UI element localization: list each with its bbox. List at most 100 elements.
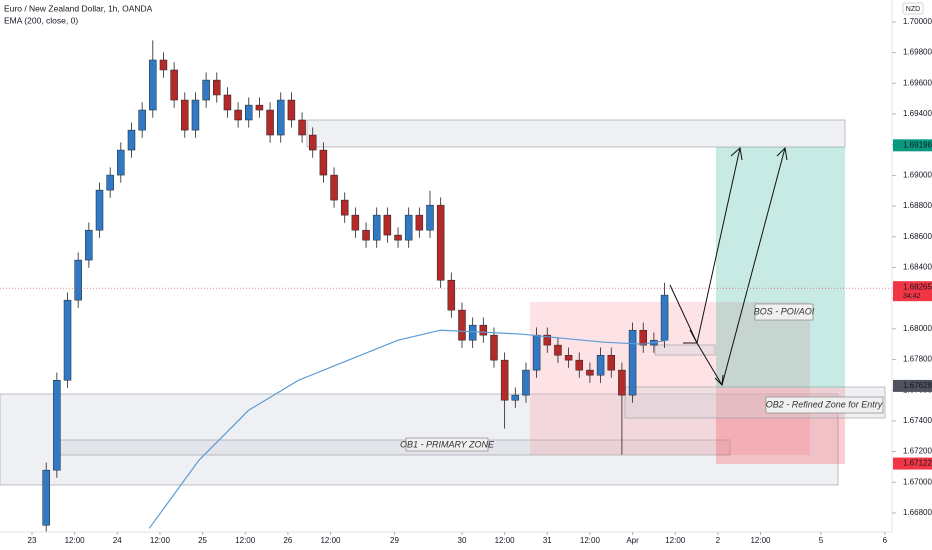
candle-body xyxy=(436,204,445,281)
candle-body xyxy=(543,334,552,346)
x-tick-label: 2 xyxy=(716,536,721,545)
x-tick-label: Apr xyxy=(626,536,639,545)
x-tick-label: 24 xyxy=(113,536,122,545)
candle-body xyxy=(500,359,509,401)
candle-body xyxy=(639,329,647,346)
candle-body xyxy=(522,369,530,396)
candle-body xyxy=(362,229,370,241)
candle-body xyxy=(191,99,200,131)
drawings xyxy=(0,119,886,486)
candle-body xyxy=(351,214,360,231)
currency[interactable]: NZD xyxy=(906,6,920,13)
y-tick-label: 1.67800 xyxy=(903,355,932,364)
candle-body xyxy=(127,129,136,151)
candle-body xyxy=(319,149,328,176)
candle-body xyxy=(53,379,61,471)
ema-line xyxy=(148,329,669,529)
candle-body xyxy=(213,79,221,96)
candle-body xyxy=(74,259,82,301)
candle-body xyxy=(287,99,296,121)
bos-box xyxy=(754,303,814,321)
x-tick-label: 30 xyxy=(458,536,467,545)
small-zone xyxy=(654,344,716,356)
supply-zone xyxy=(306,119,846,148)
arrow-head xyxy=(776,146,788,161)
y-tick-label: 1.68000 xyxy=(903,324,932,333)
ob2-box xyxy=(765,396,884,414)
candle-body xyxy=(618,369,626,396)
x-tick-label: 12:00 xyxy=(750,536,771,545)
candle-body xyxy=(564,354,573,361)
candle-body xyxy=(276,99,285,136)
candle-body xyxy=(106,174,114,191)
candle-body xyxy=(138,109,146,131)
candle-body xyxy=(458,309,466,341)
x-tick-label: 29 xyxy=(390,536,399,545)
y-tick-label: 1.69800 xyxy=(903,48,932,57)
candle-body xyxy=(586,369,594,376)
candle-body xyxy=(42,469,50,526)
projection-arrow xyxy=(721,147,786,386)
price-label: 1.68265 xyxy=(903,282,932,291)
x-tick-label: 12:00 xyxy=(320,536,341,545)
candle-body xyxy=(404,214,413,241)
candle-body xyxy=(234,109,242,121)
x-tick-label: 12:00 xyxy=(580,536,601,545)
candle-body xyxy=(607,354,616,371)
target-zone xyxy=(716,147,845,388)
candle-body xyxy=(596,354,605,376)
poi-zone xyxy=(530,302,810,455)
candle-body xyxy=(447,279,456,311)
candle-body xyxy=(468,324,477,341)
y-tick-label: 1.69600 xyxy=(903,78,932,87)
candle-body xyxy=(628,329,637,396)
candle-body xyxy=(372,214,381,241)
annotation: OB2 - Refined Zone for Entry xyxy=(766,399,883,409)
candle-body xyxy=(330,174,338,201)
series xyxy=(0,40,892,533)
candle-body xyxy=(660,294,669,341)
annotation: BOS - POI/AOI xyxy=(754,306,815,316)
price-label: 1.67628 xyxy=(903,381,932,390)
y-tick-label: 1.69400 xyxy=(903,109,932,118)
x-tick-label: 31 xyxy=(543,536,552,545)
candle-body xyxy=(532,334,541,371)
projection-arrow xyxy=(696,342,723,386)
price-label-box xyxy=(893,457,932,470)
price-label-box xyxy=(893,379,932,392)
chart-title: Euro / New Zealand Dollar, 1h, OANDA xyxy=(4,3,153,13)
x-tick-label: 12:00 xyxy=(235,536,256,545)
candle-body xyxy=(85,229,93,261)
x-tick-label: 23 xyxy=(28,536,37,545)
candle-body xyxy=(95,189,104,231)
x-tick-label: 25 xyxy=(198,536,207,545)
currency-box[interactable] xyxy=(902,2,924,15)
candle-body xyxy=(340,199,349,216)
time-axis xyxy=(0,532,892,550)
candle-body xyxy=(479,324,488,336)
y-tick-label: 1.66800 xyxy=(903,508,932,517)
candle-body xyxy=(223,94,232,111)
candle-body xyxy=(426,204,434,231)
x-tick-label: 12:00 xyxy=(665,536,686,545)
y-tick-label: 1.69000 xyxy=(903,170,932,179)
y-tick-label: 1.67200 xyxy=(903,447,932,456)
y-tick-label: 1.68800 xyxy=(903,201,932,210)
ob1-box xyxy=(405,437,489,452)
x-tick-label: 12:00 xyxy=(150,536,171,545)
candle-body xyxy=(415,214,424,231)
arrow-head xyxy=(730,147,743,161)
candle-body xyxy=(255,104,264,111)
x-tick-label: 6 xyxy=(883,536,888,545)
y-tick-label: 1.67400 xyxy=(903,416,932,425)
candle-body xyxy=(117,149,125,176)
candle-body xyxy=(266,109,274,136)
indicator-label: EMA (200, close, 0) xyxy=(4,15,78,25)
y-tick-label: 1.68600 xyxy=(903,232,932,241)
y-tick-label: 1.68400 xyxy=(903,263,932,272)
candle-body xyxy=(511,394,520,401)
y-tick-label: 1.67000 xyxy=(903,477,932,486)
candle-body xyxy=(181,99,189,131)
x-tick-label: 26 xyxy=(283,536,292,545)
